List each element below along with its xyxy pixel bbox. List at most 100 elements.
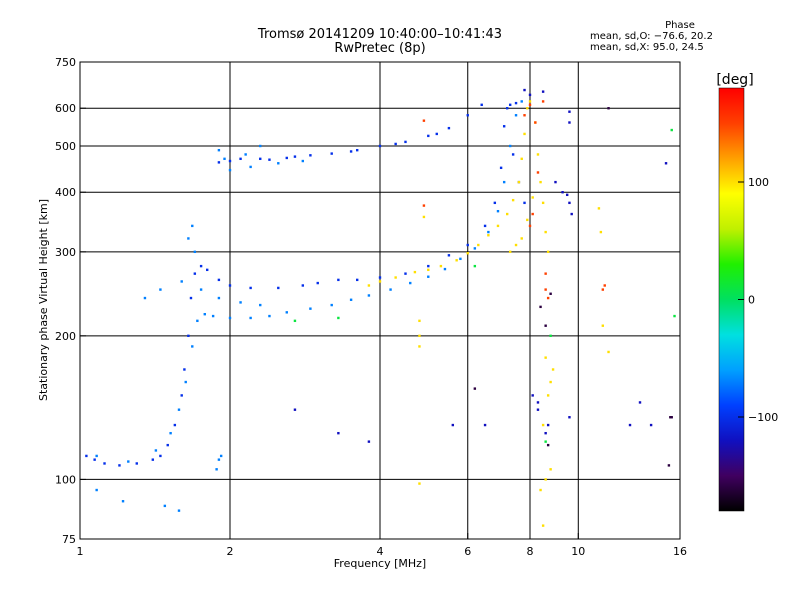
- data-point: [173, 423, 177, 427]
- data-point: [177, 408, 181, 411]
- data-point: [404, 140, 407, 144]
- data-point: [546, 443, 550, 447]
- x-tick-label: 10: [571, 545, 585, 558]
- x-tick-label: 2: [227, 545, 234, 558]
- data-point: [355, 148, 359, 152]
- data-point: [508, 144, 512, 148]
- data-point: [367, 440, 371, 443]
- data-point: [293, 319, 297, 323]
- data-point: [418, 319, 421, 323]
- data-point: [249, 165, 252, 169]
- data-point: [514, 101, 518, 105]
- data-point: [499, 166, 503, 170]
- data-point: [184, 380, 187, 384]
- data-point: [511, 198, 515, 202]
- data-point: [459, 257, 462, 261]
- data-point: [316, 281, 319, 285]
- data-point: [394, 276, 397, 279]
- colorbar-tick-label: 100: [748, 176, 769, 189]
- y-tick-label: 400: [55, 186, 76, 199]
- x-axis-label: Frequency [MHz]: [334, 557, 426, 570]
- data-point: [127, 460, 130, 463]
- data-point: [330, 303, 333, 307]
- y-tick-label: 750: [55, 56, 76, 69]
- phase-stats: Phase mean, sd,O: −76.6, 20.2 mean, sd,X…: [590, 20, 770, 53]
- data-point: [228, 168, 232, 172]
- data-point: [541, 90, 545, 93]
- data-point: [607, 107, 610, 110]
- data-point: [211, 314, 215, 318]
- data-point: [526, 107, 529, 110]
- data-point: [546, 423, 550, 427]
- data-point: [447, 126, 451, 130]
- data-point: [93, 458, 96, 461]
- data-point: [561, 191, 564, 194]
- data-point: [603, 284, 606, 287]
- data-point: [544, 230, 547, 234]
- data-point: [143, 296, 147, 300]
- data-point: [118, 464, 121, 467]
- data-point: [337, 278, 340, 282]
- data-point: [536, 153, 540, 156]
- data-point: [520, 100, 523, 103]
- data-point: [259, 303, 262, 307]
- data-point: [541, 201, 545, 205]
- data-point: [301, 159, 305, 163]
- data-point: [203, 312, 206, 316]
- data-point: [219, 454, 223, 458]
- data-point: [378, 280, 382, 283]
- data-point: [549, 380, 552, 384]
- data-point: [268, 158, 271, 161]
- data-point: [483, 224, 487, 228]
- grid-lines: [80, 62, 680, 539]
- data-point: [546, 250, 550, 254]
- data-point: [135, 462, 138, 465]
- data-point: [568, 121, 571, 124]
- chart-subtitle: RwPretec (8p): [334, 41, 426, 56]
- data-point: [599, 230, 603, 234]
- colorbar-ticks: 100 0 −100: [738, 176, 778, 424]
- data-point: [249, 286, 252, 290]
- data-point: [293, 408, 297, 411]
- data-point: [427, 268, 430, 272]
- data-point: [154, 449, 158, 452]
- data-point: [228, 159, 232, 163]
- data-point: [189, 296, 193, 300]
- data-point: [404, 272, 407, 275]
- data-point: [473, 264, 477, 268]
- data-point: [523, 201, 526, 205]
- x-tick-label: 6: [464, 545, 471, 558]
- data-point: [649, 423, 653, 427]
- data-point: [565, 193, 569, 197]
- data-point: [249, 316, 252, 320]
- data-point: [670, 128, 673, 132]
- data-point: [217, 278, 221, 282]
- data-point: [394, 142, 397, 146]
- data-point: [526, 218, 529, 222]
- data-point: [508, 250, 512, 254]
- data-point: [544, 324, 547, 327]
- data-point: [85, 454, 88, 458]
- data-point: [544, 431, 547, 435]
- data-point: [667, 464, 671, 467]
- data-point: [511, 153, 515, 156]
- data-point: [539, 180, 542, 184]
- data-point: [551, 368, 555, 371]
- colorbar-unit-label: [deg]: [716, 72, 753, 88]
- data-point: [309, 154, 312, 157]
- data-point: [378, 276, 382, 279]
- data-point: [502, 125, 506, 128]
- data-point: [418, 334, 421, 338]
- x-axis-ticks: 1 2 4 6 8 10 16: [77, 533, 687, 558]
- data-point: [191, 224, 194, 228]
- data-point: [496, 224, 500, 228]
- data-point: [169, 431, 172, 435]
- data-point: [531, 212, 534, 216]
- data-point: [502, 180, 506, 184]
- data-point: [601, 324, 605, 327]
- data-point: [466, 114, 469, 117]
- data-point: [413, 270, 417, 274]
- data-point: [539, 488, 542, 492]
- data-point: [664, 162, 668, 165]
- data-point: [378, 144, 382, 148]
